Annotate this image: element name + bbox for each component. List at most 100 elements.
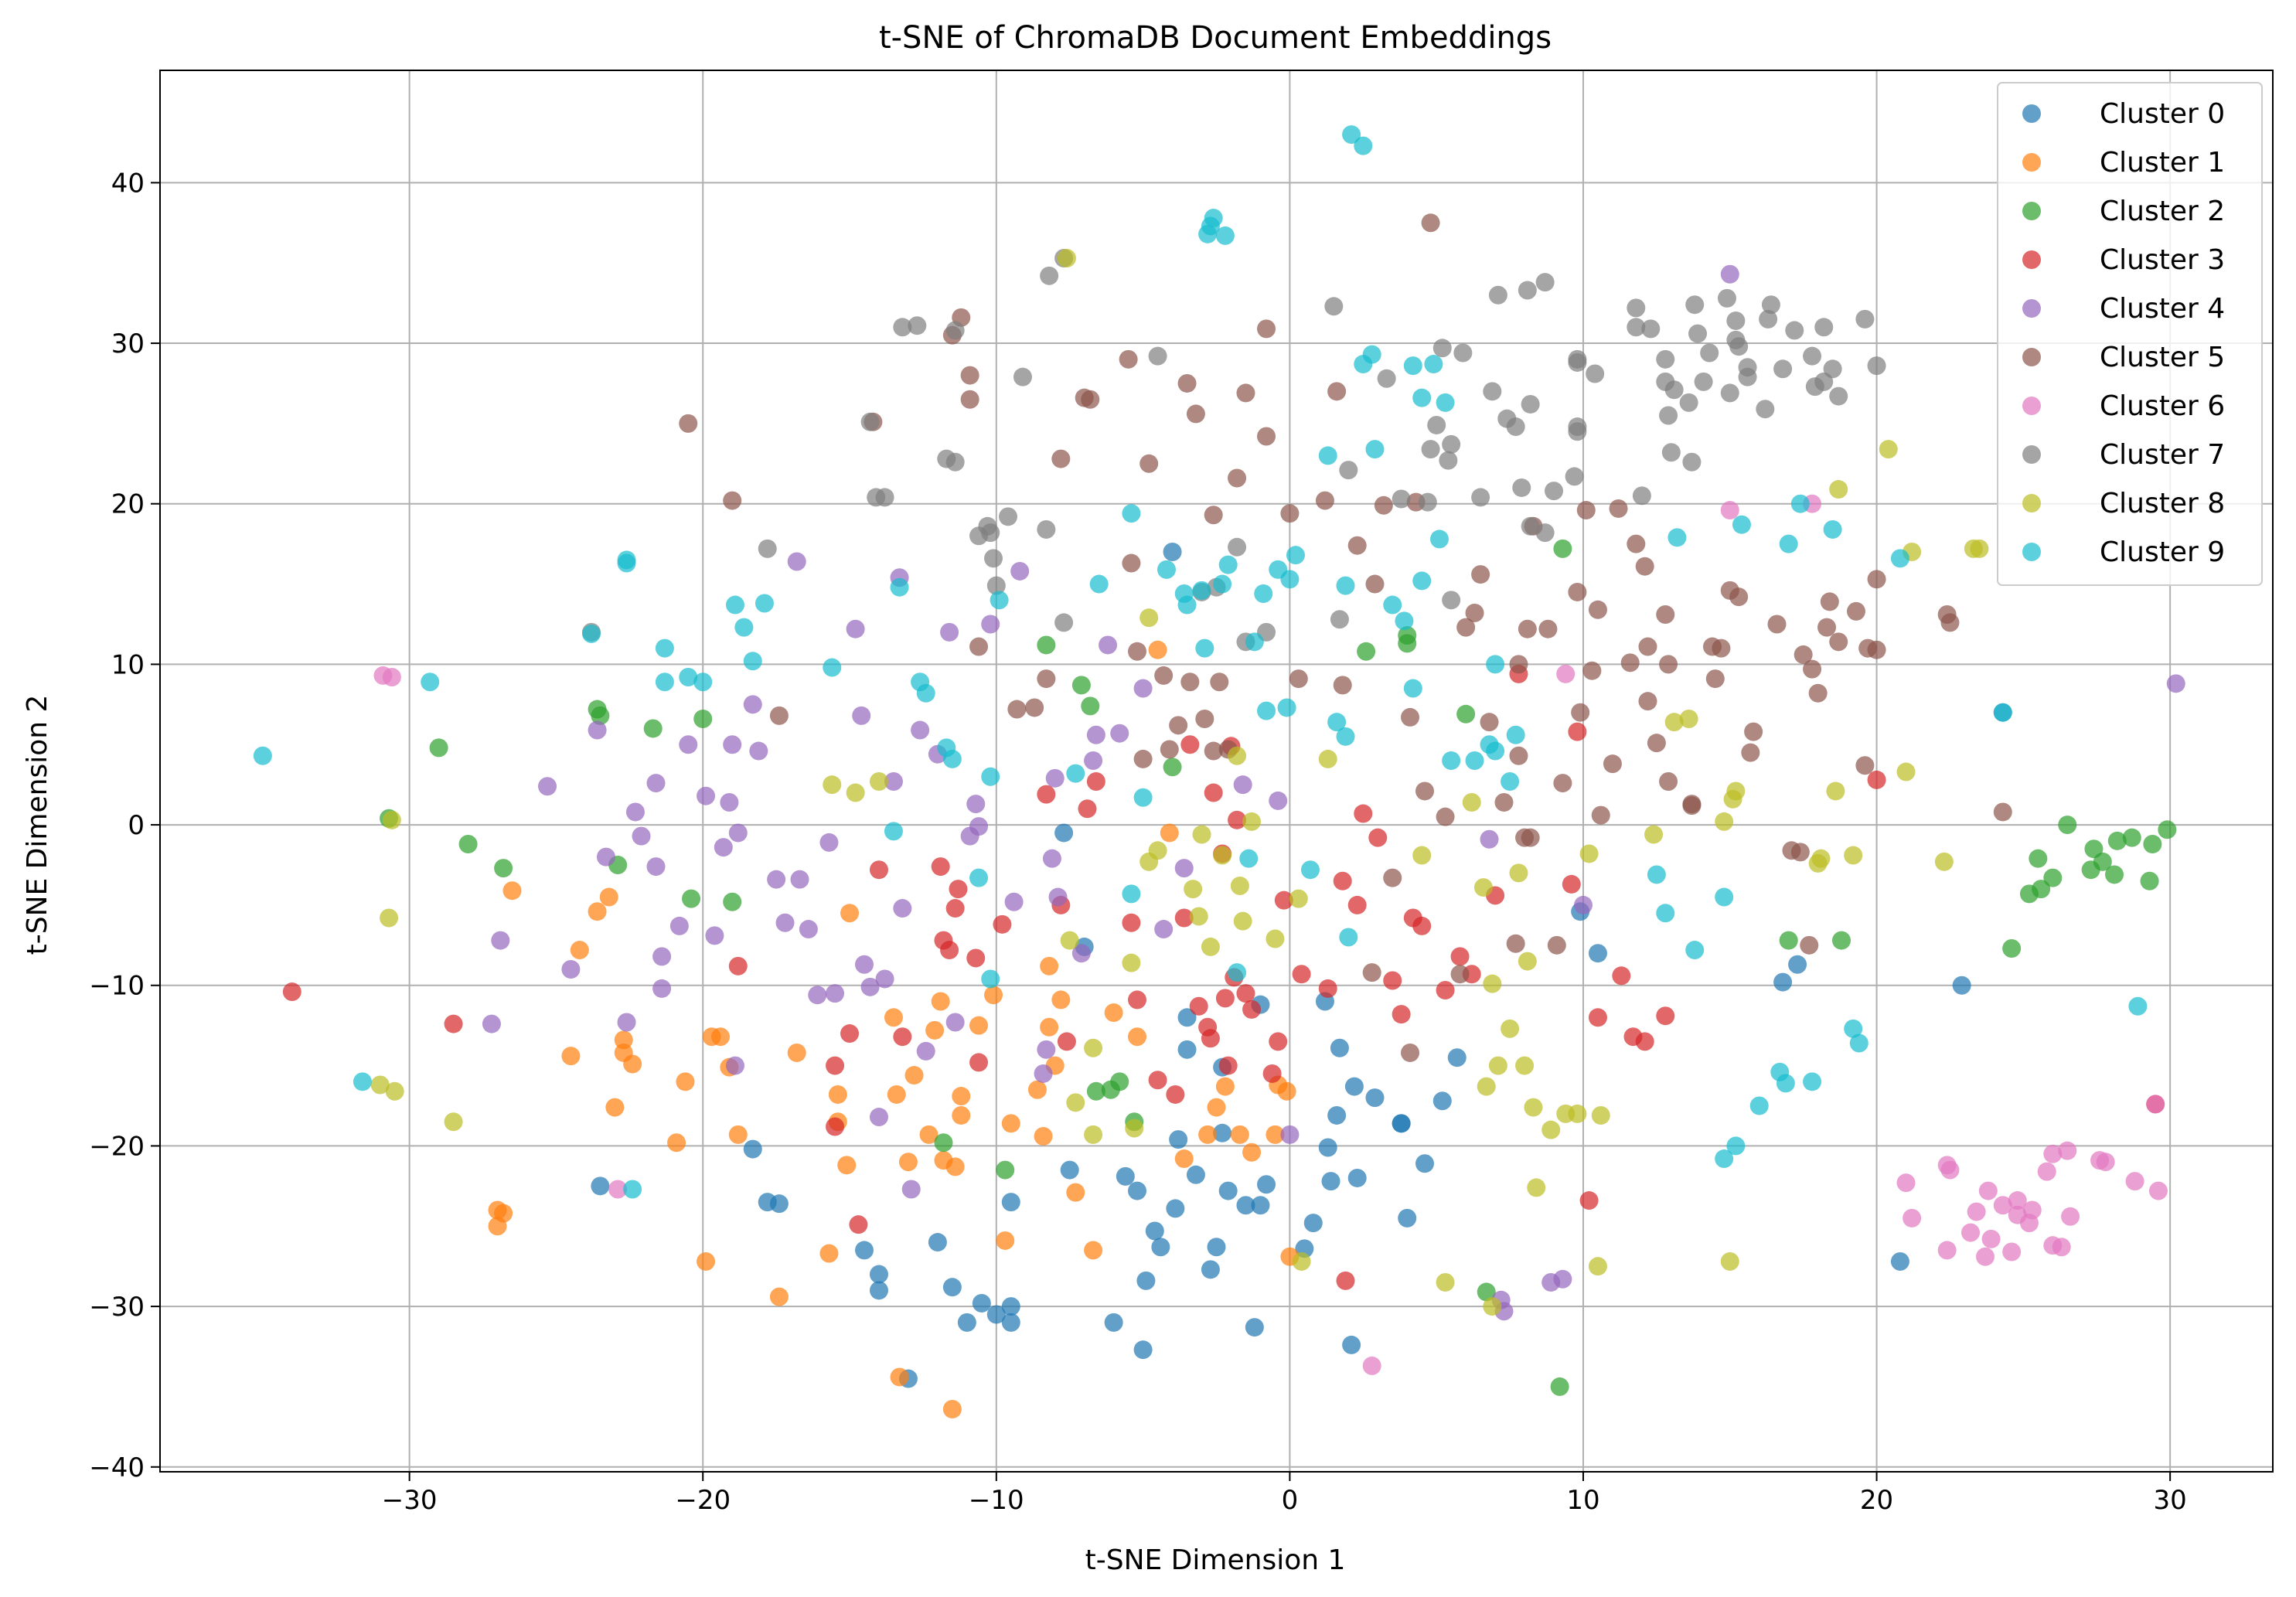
data-point [1571,703,1590,722]
data-point [1627,298,1646,318]
data-point [1040,956,1059,976]
data-point [385,1081,404,1101]
x-tick-label: 10 [1566,1485,1599,1516]
legend-marker [2022,153,2041,172]
data-point [614,1030,633,1050]
data-point [931,992,950,1011]
legend-box [1997,82,2263,586]
data-point [1236,383,1255,403]
data-point [1647,865,1666,884]
data-point [1679,710,1698,729]
data-point [655,638,674,658]
data-point [884,822,903,841]
data-point [1412,846,1432,865]
data-point [494,859,513,878]
data-point [966,948,986,968]
data-point [1720,383,1739,403]
data-point [1568,1104,1587,1123]
data-point [957,1313,976,1332]
data-point [1732,515,1751,534]
data-point [1562,874,1581,894]
grid-lines [160,70,2273,1472]
data-point [1195,710,1214,729]
data-point [1442,591,1461,610]
legend-marker [2022,445,2041,464]
y-axis-label: t-SNE Dimension 2 [22,695,53,955]
data-point [775,913,795,932]
legend-label: Cluster 0 [2100,98,2225,130]
data-point [1154,920,1174,939]
data-point [1415,1154,1435,1173]
data-point [1524,1098,1543,1117]
data-point [1242,999,1262,1019]
data-point [901,1180,921,1199]
data-point [1486,741,1505,761]
data-point [1582,661,1602,680]
data-point [1010,561,1030,581]
data-point [1632,486,1651,506]
data-point [1421,440,1440,459]
data-point [1057,248,1076,267]
data-point [1001,1114,1020,1133]
data-point [1773,972,1793,992]
data-point [1779,534,1798,553]
data-point [1823,519,1842,539]
data-point [1844,1019,1863,1038]
data-point [1204,783,1223,802]
data-point [1553,1269,1572,1289]
data-point [1230,1125,1249,1144]
data-point [1627,318,1646,337]
data-point [931,857,950,877]
data-point [1471,565,1490,584]
data-point [1339,461,1358,480]
data-point [1330,1038,1349,1057]
data-point [1556,664,1576,683]
data-point [1251,1196,1270,1215]
data-point [1186,404,1205,424]
data-point [1280,504,1300,523]
data-point [705,926,724,945]
data-point [1538,619,1558,638]
data-point [1292,1251,1311,1271]
data-point [1163,758,1182,777]
data-point [1588,1257,1607,1276]
data-point [697,786,716,805]
data-point [1128,1181,1147,1200]
data-point [823,775,842,795]
data-point [605,1098,625,1117]
data-point [1403,356,1422,376]
data-point [1647,734,1666,753]
data-point [1110,1072,1129,1091]
data-point [1189,996,1208,1016]
data-point [1228,537,1247,557]
data-point [743,652,762,671]
data-point [1236,1196,1255,1215]
data-point [1160,740,1179,759]
data-point [869,1265,888,1284]
data-point [494,1204,513,1223]
data-point [1280,570,1300,589]
data-point [1236,984,1255,1003]
data-point [2105,865,2124,884]
data-point [1207,1238,1226,1257]
data-point [1820,592,1839,611]
data-point [669,916,689,935]
data-point [1867,356,1886,376]
data-point [1213,1123,1232,1142]
data-point [1436,807,1455,826]
data-point [1418,492,1437,512]
data-point [898,1153,918,1172]
data-point [1527,1178,1546,1197]
series-5 [679,213,2012,1062]
data-point [996,1231,1015,1250]
data-point [1506,417,1525,437]
data-point [682,889,701,908]
data-point [1139,608,1159,628]
legend-marker [2022,397,2041,415]
data-point [1054,613,1074,632]
data-point [1177,1040,1197,1059]
data-point [1266,929,1285,948]
data-point [1794,645,1813,664]
data-point [1025,698,1044,717]
data-point [1896,762,1916,781]
